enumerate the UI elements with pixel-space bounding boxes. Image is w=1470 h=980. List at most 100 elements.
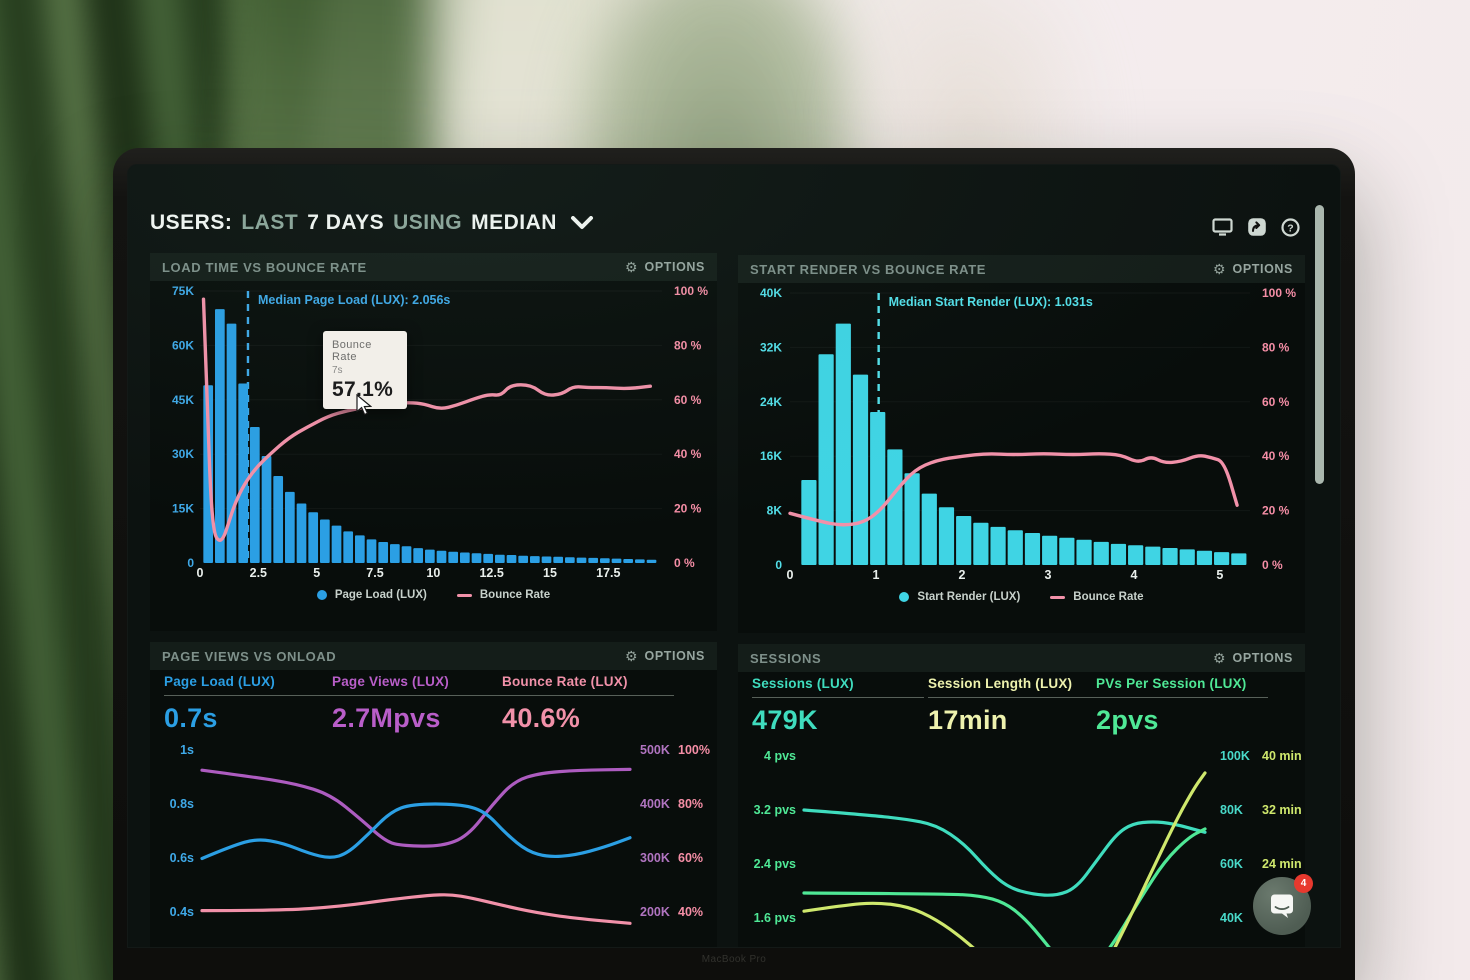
share-icon[interactable] <box>1247 217 1267 237</box>
svg-text:32K: 32K <box>760 340 782 354</box>
device-brand-label: MacBook Pro <box>701 954 767 965</box>
svg-text:80 %: 80 % <box>1262 340 1290 354</box>
svg-text:2.5: 2.5 <box>250 566 267 580</box>
metric-page-load: Page Load (LUX) 0.7s <box>164 674 336 734</box>
header-toolbar: ? <box>1212 217 1300 237</box>
title-word-days: 7 DAYS <box>307 211 385 234</box>
metric-sessions: Sessions (LUX) 479K <box>752 676 924 736</box>
hover-tooltip: Bounce Rate 7s 57.1% <box>323 331 407 409</box>
chart-legend: Page Load (LUX) Bounce Rate <box>150 589 717 601</box>
bars <box>203 309 657 563</box>
panel-load-time-vs-bounce-rate: LOAD TIME VS BOUNCE RATE ⚙ OPTIONS 75K 10… <box>150 253 717 631</box>
svg-text:300K: 300K <box>640 851 670 865</box>
panel-title: SESSIONS <box>750 650 822 666</box>
svg-text:400K: 400K <box>640 797 670 811</box>
legend-dot-marker <box>316 590 327 600</box>
svg-text:45K: 45K <box>172 393 194 407</box>
svg-text:Median Start Render (LUX): 1.0: Median Start Render (LUX): 1.031s <box>889 295 1093 309</box>
svg-text:24 min: 24 min <box>1262 857 1302 871</box>
chevron-down-icon[interactable] <box>570 216 594 230</box>
svg-text:60K: 60K <box>1220 857 1243 871</box>
legend-bounce-rate[interactable]: Bounce Rate <box>456 589 550 601</box>
bounce-rate-line <box>788 452 1239 527</box>
legend-page-load[interactable]: Page Load (LUX) <box>316 589 427 601</box>
metric-underline <box>164 695 336 696</box>
tooltip-value: 57.1% <box>332 378 394 401</box>
metric-bounce-rate: Bounce Rate (LUX) 40.6% <box>502 674 674 734</box>
svg-text:0 %: 0 % <box>674 556 695 570</box>
start-render-chart[interactable]: 40K 100 % 32K 80 % 24K 60 % 16K 40 % 8K 20 % 0 0 % 0… <box>738 283 1305 583</box>
options-label: OPTIONS <box>1232 651 1293 665</box>
panel-title: PAGE VIEWS VS ONLOAD <box>162 648 337 664</box>
laptop: USERS: LAST 7 DAYS USING MEDIAN <box>113 148 1355 980</box>
legend-start-render[interactable]: Start Render (LUX) <box>899 591 1020 603</box>
svg-text:60%: 60% <box>678 851 703 865</box>
metric-label: Sessions (LUX) <box>752 676 854 691</box>
panel-title: LOAD TIME VS BOUNCE RATE <box>162 259 367 275</box>
svg-text:32 min: 32 min <box>1262 803 1302 817</box>
svg-text:?: ? <box>1287 222 1293 234</box>
gridlines <box>200 290 662 510</box>
panel-title: START RENDER VS BOUNCE RATE <box>750 261 987 277</box>
sessions-chart[interactable]: 4 pvs 3.2 pvs 2.4 pvs 1.6 pvs 100K 80K 60K 40K 4… <box>738 746 1305 948</box>
metric-value: 2.7Mpvs <box>332 703 441 733</box>
svg-text:15: 15 <box>543 566 557 580</box>
series-line <box>802 771 1207 947</box>
series-line <box>802 827 1207 947</box>
metric-label: Page Load (LUX) <box>164 674 276 689</box>
svg-text:0: 0 <box>775 558 782 572</box>
gear-icon: ⚙ <box>1212 650 1226 666</box>
metric-label: Bounce Rate (LUX) <box>502 674 628 689</box>
scrollbar[interactable] <box>1315 205 1324 484</box>
legend-bounce-rate[interactable]: Bounce Rate <box>1050 591 1144 603</box>
display-icon[interactable] <box>1212 218 1233 236</box>
page-views-chart[interactable]: 1s 0.8s 0.6s 0.4s 500K 400K 300K 200K 100% 80% 60%… <box>150 742 717 948</box>
metric-value: 2pvs <box>1096 705 1159 735</box>
svg-text:7.5: 7.5 <box>366 566 383 580</box>
options-button[interactable]: ⚙ OPTIONS <box>625 260 705 274</box>
help-icon[interactable]: ? <box>1281 217 1300 237</box>
panel-start-render-vs-bounce-rate: START RENDER VS BOUNCE RATE ⚙ OPTIONS 40… <box>738 255 1305 633</box>
svg-text:80 %: 80 % <box>674 338 702 352</box>
svg-text:40%: 40% <box>678 905 703 919</box>
metric-label: PVs Per Session (LUX) <box>1096 676 1247 691</box>
metric-value: 479K <box>752 705 818 735</box>
panel-header: LOAD TIME VS BOUNCE RATE ⚙ OPTIONS <box>150 253 717 281</box>
options-button[interactable]: ⚙ OPTIONS <box>1213 262 1293 276</box>
legend-label: Bounce Rate <box>1073 591 1144 603</box>
svg-text:80%: 80% <box>678 797 703 811</box>
svg-text:100 %: 100 % <box>674 284 708 298</box>
metric-underline <box>752 697 924 698</box>
load-time-chart[interactable]: 75K 100 % 60K 80 % 45K 60 % 30K 40 % 15K 20 % 0 0 %… <box>150 281 717 581</box>
notification-badge: 4 <box>1294 874 1313 893</box>
gear-icon: ⚙ <box>624 648 638 664</box>
metric-label: Page Views (LUX) <box>332 674 449 689</box>
options-button[interactable]: ⚙ OPTIONS <box>1213 651 1293 665</box>
title-word-using: USING <box>393 211 463 234</box>
title-brand: USERS: <box>150 211 233 234</box>
legend-dot-marker <box>899 592 910 602</box>
svg-text:0.4s: 0.4s <box>170 905 194 919</box>
dashboard-title-dropdown[interactable]: USERS: LAST 7 DAYS USING MEDIAN <box>150 211 594 235</box>
legend-line-marker <box>456 593 472 597</box>
metric-pvs-per-session: PVs Per Session (LUX) 2pvs <box>1096 676 1268 736</box>
svg-text:0: 0 <box>787 568 794 582</box>
options-button[interactable]: ⚙ OPTIONS <box>625 649 705 663</box>
svg-text:500K: 500K <box>640 743 670 757</box>
legend-line-marker <box>1050 595 1066 599</box>
mouse-cursor-icon <box>356 394 372 416</box>
metric-value: 0.7s <box>164 703 218 733</box>
options-label: OPTIONS <box>644 260 705 274</box>
svg-text:17.5: 17.5 <box>596 566 620 580</box>
panel-header: START RENDER VS BOUNCE RATE ⚙ OPTIONS <box>738 255 1305 283</box>
intercom-chat-button[interactable]: 4 <box>1253 874 1313 935</box>
axis-labels: 1s 0.8s 0.6s 0.4s 500K 400K 300K 200K 100% 80% 60%… <box>170 743 710 919</box>
metric-page-views: Page Views (LUX) 2.7Mpvs <box>332 674 504 734</box>
svg-text:8K: 8K <box>767 504 783 518</box>
svg-text:1.6 pvs: 1.6 pvs <box>754 911 796 925</box>
axis-labels: 40K 100 % 32K 80 % 24K 60 % 16K 40 % 8K 20 % 0 0 % 0… <box>760 286 1296 582</box>
metrics-row: Page Load (LUX) 0.7s Page Views (LUX) 2.… <box>150 674 717 740</box>
title-word-last: LAST <box>241 211 299 234</box>
svg-text:60 %: 60 % <box>1262 395 1290 409</box>
metric-underline <box>928 697 1100 698</box>
